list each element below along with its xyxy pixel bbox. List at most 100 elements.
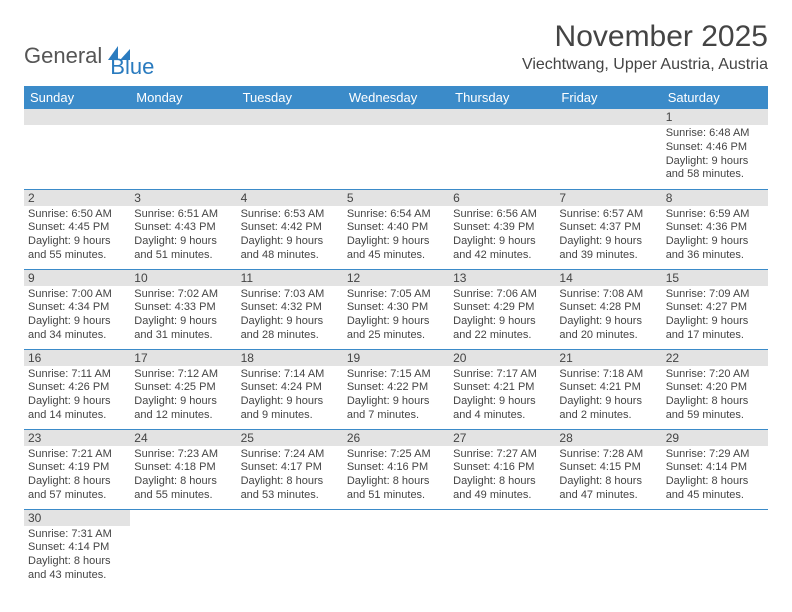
month-title: November 2025 — [522, 20, 768, 54]
calendar-week-row: 9Sunrise: 7:00 AMSunset: 4:34 PMDaylight… — [24, 269, 768, 349]
day-number: 26 — [343, 430, 449, 446]
day-number: 5 — [343, 190, 449, 206]
day-detail-line: and 51 minutes. — [347, 489, 445, 503]
day-detail-line: and 51 minutes. — [134, 249, 232, 263]
day-details: Sunrise: 7:21 AMSunset: 4:19 PMDaylight:… — [24, 446, 130, 507]
day-detail-line: and 17 minutes. — [666, 329, 764, 343]
day-detail-line: and 48 minutes. — [241, 249, 339, 263]
calendar-cell: 13Sunrise: 7:06 AMSunset: 4:29 PMDayligh… — [449, 269, 555, 349]
day-detail-line: and 55 minutes. — [28, 249, 126, 263]
calendar-week-row: 2Sunrise: 6:50 AMSunset: 4:45 PMDaylight… — [24, 189, 768, 269]
calendar-cell: 23Sunrise: 7:21 AMSunset: 4:19 PMDayligh… — [24, 429, 130, 509]
calendar-cell — [130, 109, 236, 189]
day-detail-line: Daylight: 8 hours — [28, 475, 126, 489]
calendar-cell: 25Sunrise: 7:24 AMSunset: 4:17 PMDayligh… — [237, 429, 343, 509]
day-details: Sunrise: 7:23 AMSunset: 4:18 PMDaylight:… — [130, 446, 236, 507]
day-detail-line: Daylight: 8 hours — [666, 395, 764, 409]
day-detail-line: Sunset: 4:32 PM — [241, 301, 339, 315]
calendar-cell: 15Sunrise: 7:09 AMSunset: 4:27 PMDayligh… — [662, 269, 768, 349]
day-detail-line: Sunrise: 7:24 AM — [241, 448, 339, 462]
day-detail-line: and 42 minutes. — [453, 249, 551, 263]
day-details: Sunrise: 7:25 AMSunset: 4:16 PMDaylight:… — [343, 446, 449, 507]
day-detail-line: Sunset: 4:36 PM — [666, 221, 764, 235]
day-detail-line: and 36 minutes. — [666, 249, 764, 263]
day-detail-line: and 7 minutes. — [347, 409, 445, 423]
calendar-body: 1Sunrise: 6:48 AMSunset: 4:46 PMDaylight… — [24, 109, 768, 589]
day-header: Friday — [555, 86, 661, 109]
day-detail-line: Sunset: 4:14 PM — [28, 541, 126, 555]
calendar-cell: 17Sunrise: 7:12 AMSunset: 4:25 PMDayligh… — [130, 349, 236, 429]
day-detail-line: Sunset: 4:20 PM — [666, 381, 764, 395]
day-header: Wednesday — [343, 86, 449, 109]
day-detail-line: Sunset: 4:25 PM — [134, 381, 232, 395]
calendar-cell: 18Sunrise: 7:14 AMSunset: 4:24 PMDayligh… — [237, 349, 343, 429]
day-detail-line: and 34 minutes. — [28, 329, 126, 343]
day-header: Thursday — [449, 86, 555, 109]
calendar-cell — [130, 509, 236, 589]
calendar-cell — [343, 509, 449, 589]
empty-day-bar — [24, 109, 130, 125]
day-number: 24 — [130, 430, 236, 446]
calendar-cell: 30Sunrise: 7:31 AMSunset: 4:14 PMDayligh… — [24, 509, 130, 589]
day-detail-line: and 9 minutes. — [241, 409, 339, 423]
calendar-week-row: 1Sunrise: 6:48 AMSunset: 4:46 PMDaylight… — [24, 109, 768, 189]
day-detail-line: and 31 minutes. — [134, 329, 232, 343]
day-detail-line: Sunrise: 7:06 AM — [453, 288, 551, 302]
day-detail-line: Daylight: 9 hours — [28, 395, 126, 409]
day-detail-line: Daylight: 9 hours — [28, 315, 126, 329]
day-number: 13 — [449, 270, 555, 286]
day-detail-line: Sunset: 4:34 PM — [28, 301, 126, 315]
day-detail-line: Sunrise: 7:23 AM — [134, 448, 232, 462]
day-number: 29 — [662, 430, 768, 446]
calendar-week-row: 23Sunrise: 7:21 AMSunset: 4:19 PMDayligh… — [24, 429, 768, 509]
day-details: Sunrise: 7:11 AMSunset: 4:26 PMDaylight:… — [24, 366, 130, 427]
calendar-cell: 1Sunrise: 6:48 AMSunset: 4:46 PMDaylight… — [662, 109, 768, 189]
day-number: 6 — [449, 190, 555, 206]
day-detail-line: and 25 minutes. — [347, 329, 445, 343]
day-detail-line: Sunrise: 7:03 AM — [241, 288, 339, 302]
calendar-cell: 22Sunrise: 7:20 AMSunset: 4:20 PMDayligh… — [662, 349, 768, 429]
day-details: Sunrise: 6:50 AMSunset: 4:45 PMDaylight:… — [24, 206, 130, 267]
calendar-cell: 9Sunrise: 7:00 AMSunset: 4:34 PMDaylight… — [24, 269, 130, 349]
day-detail-line: Sunset: 4:16 PM — [453, 461, 551, 475]
day-number: 7 — [555, 190, 661, 206]
calendar-cell — [555, 509, 661, 589]
calendar-week-row: 16Sunrise: 7:11 AMSunset: 4:26 PMDayligh… — [24, 349, 768, 429]
day-detail-line: Daylight: 9 hours — [347, 235, 445, 249]
day-detail-line: and 14 minutes. — [28, 409, 126, 423]
day-number: 12 — [343, 270, 449, 286]
day-details: Sunrise: 7:31 AMSunset: 4:14 PMDaylight:… — [24, 526, 130, 587]
day-details: Sunrise: 6:54 AMSunset: 4:40 PMDaylight:… — [343, 206, 449, 267]
title-block: November 2025 Viechtwang, Upper Austria,… — [522, 20, 768, 74]
calendar-cell: 2Sunrise: 6:50 AMSunset: 4:45 PMDaylight… — [24, 189, 130, 269]
day-detail-line: Sunset: 4:18 PM — [134, 461, 232, 475]
day-detail-line: Daylight: 8 hours — [453, 475, 551, 489]
day-detail-line: Sunset: 4:14 PM — [666, 461, 764, 475]
calendar-cell: 4Sunrise: 6:53 AMSunset: 4:42 PMDaylight… — [237, 189, 343, 269]
day-details: Sunrise: 7:09 AMSunset: 4:27 PMDaylight:… — [662, 286, 768, 347]
day-detail-line: Sunset: 4:28 PM — [559, 301, 657, 315]
day-detail-line: and 57 minutes. — [28, 489, 126, 503]
day-number: 22 — [662, 350, 768, 366]
day-details: Sunrise: 7:14 AMSunset: 4:24 PMDaylight:… — [237, 366, 343, 427]
day-detail-line: Daylight: 9 hours — [453, 315, 551, 329]
day-detail-line: and 45 minutes. — [347, 249, 445, 263]
day-number: 25 — [237, 430, 343, 446]
calendar-cell — [343, 109, 449, 189]
day-number: 10 — [130, 270, 236, 286]
day-header-row: SundayMondayTuesdayWednesdayThursdayFrid… — [24, 86, 768, 109]
calendar-cell: 19Sunrise: 7:15 AMSunset: 4:22 PMDayligh… — [343, 349, 449, 429]
day-details: Sunrise: 7:27 AMSunset: 4:16 PMDaylight:… — [449, 446, 555, 507]
day-number: 14 — [555, 270, 661, 286]
day-detail-line: Sunrise: 7:27 AM — [453, 448, 551, 462]
location-text: Viechtwang, Upper Austria, Austria — [522, 56, 768, 74]
day-number: 16 — [24, 350, 130, 366]
day-details: Sunrise: 6:48 AMSunset: 4:46 PMDaylight:… — [662, 125, 768, 186]
day-detail-line: Sunrise: 7:11 AM — [28, 368, 126, 382]
day-detail-line: and 43 minutes. — [28, 569, 126, 583]
day-detail-line: Daylight: 8 hours — [241, 475, 339, 489]
day-detail-line: Sunrise: 6:48 AM — [666, 127, 764, 141]
day-detail-line: Sunrise: 7:31 AM — [28, 528, 126, 542]
empty-day-bar — [237, 109, 343, 125]
day-detail-line: Sunrise: 6:54 AM — [347, 208, 445, 222]
